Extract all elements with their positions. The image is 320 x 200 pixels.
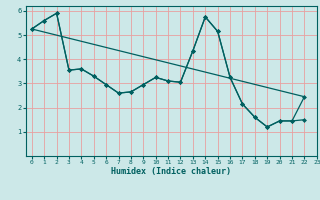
X-axis label: Humidex (Indice chaleur): Humidex (Indice chaleur) [111,167,231,176]
